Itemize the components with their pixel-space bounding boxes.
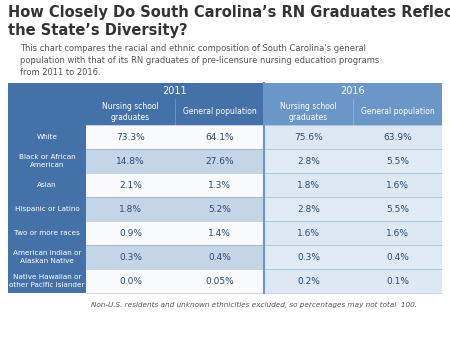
Text: 0.9%: 0.9% — [119, 228, 142, 238]
Text: 1.6%: 1.6% — [297, 228, 320, 238]
Bar — [175, 221, 264, 245]
Bar — [8, 245, 86, 269]
Text: Nursing school
graduates: Nursing school graduates — [280, 102, 337, 122]
Bar — [86, 83, 264, 99]
Bar — [353, 197, 442, 221]
Bar — [86, 99, 175, 125]
Text: 1.8%: 1.8% — [119, 204, 142, 214]
Bar — [86, 269, 175, 293]
Text: 2.8%: 2.8% — [297, 204, 320, 214]
Text: 5.5%: 5.5% — [386, 156, 409, 166]
Bar — [175, 99, 264, 125]
Bar — [264, 149, 353, 173]
Text: 64.1%: 64.1% — [205, 132, 234, 142]
Bar — [8, 149, 86, 173]
Text: 0.05%: 0.05% — [205, 276, 234, 286]
Bar — [353, 269, 442, 293]
Text: 1.3%: 1.3% — [208, 180, 231, 190]
Bar — [8, 173, 86, 197]
Bar — [175, 245, 264, 269]
Text: 0.2%: 0.2% — [297, 276, 320, 286]
Bar — [264, 125, 353, 149]
Bar — [353, 221, 442, 245]
Text: 0.3%: 0.3% — [297, 252, 320, 262]
Bar — [175, 269, 264, 293]
Text: 5.2%: 5.2% — [208, 204, 231, 214]
Bar — [353, 245, 442, 269]
Text: General population: General population — [183, 107, 256, 117]
Bar — [8, 125, 86, 149]
Text: 1.4%: 1.4% — [208, 228, 231, 238]
Text: Native Hawaiian or
other Pacific Islander: Native Hawaiian or other Pacific Islande… — [9, 274, 85, 288]
Bar — [86, 197, 175, 221]
Text: 2011: 2011 — [163, 86, 187, 96]
Text: Two or more races: Two or more races — [14, 230, 80, 236]
Text: 2.8%: 2.8% — [297, 156, 320, 166]
Text: 5.5%: 5.5% — [386, 204, 409, 214]
Bar — [8, 269, 86, 293]
Bar — [264, 245, 353, 269]
Bar — [175, 125, 264, 149]
Text: American Indian or
Alaskan Native: American Indian or Alaskan Native — [13, 250, 81, 264]
Text: General population: General population — [360, 107, 434, 117]
Bar — [175, 149, 264, 173]
Bar — [264, 99, 353, 125]
Text: How Closely Do South Carolina’s RN Graduates Reflect
the State’s Diversity?: How Closely Do South Carolina’s RN Gradu… — [8, 5, 450, 38]
Text: This chart compares the racial and ethnic composition of South Carolina’s genera: This chart compares the racial and ethni… — [20, 44, 379, 77]
Text: 2016: 2016 — [341, 86, 365, 96]
Bar — [353, 173, 442, 197]
Bar — [353, 125, 442, 149]
Bar — [86, 245, 175, 269]
Bar — [264, 83, 442, 99]
Text: 0.4%: 0.4% — [208, 252, 231, 262]
Text: 0.4%: 0.4% — [386, 252, 409, 262]
Text: 63.9%: 63.9% — [383, 132, 412, 142]
Text: White: White — [36, 134, 58, 140]
Text: 1.6%: 1.6% — [386, 228, 409, 238]
Bar — [8, 221, 86, 245]
Bar — [8, 197, 86, 221]
Text: Non-U.S. residents and unknown ethnicities excluded, so percentages may not tota: Non-U.S. residents and unknown ethniciti… — [91, 302, 417, 308]
Bar — [8, 83, 442, 293]
Bar — [8, 83, 86, 125]
Bar — [353, 149, 442, 173]
Text: Asian: Asian — [37, 182, 57, 188]
Text: 27.6%: 27.6% — [205, 156, 234, 166]
Text: 14.8%: 14.8% — [116, 156, 145, 166]
Text: 1.8%: 1.8% — [297, 180, 320, 190]
Text: 0.3%: 0.3% — [119, 252, 142, 262]
Bar — [86, 221, 175, 245]
Bar — [86, 173, 175, 197]
Bar — [175, 197, 264, 221]
Text: Hispanic or Latino: Hispanic or Latino — [14, 206, 79, 212]
Bar — [264, 173, 353, 197]
Text: 0.0%: 0.0% — [119, 276, 142, 286]
Bar — [175, 173, 264, 197]
Bar — [86, 149, 175, 173]
Bar — [264, 269, 353, 293]
Bar — [264, 221, 353, 245]
Text: 73.3%: 73.3% — [116, 132, 145, 142]
Text: 75.6%: 75.6% — [294, 132, 323, 142]
Bar — [86, 125, 175, 149]
Text: Nursing school
graduates: Nursing school graduates — [102, 102, 159, 122]
Text: Black or African
American: Black or African American — [19, 154, 75, 168]
Text: 0.1%: 0.1% — [386, 276, 409, 286]
Text: 2.1%: 2.1% — [119, 180, 142, 190]
Bar — [264, 197, 353, 221]
Bar — [353, 99, 442, 125]
Text: 1.6%: 1.6% — [386, 180, 409, 190]
